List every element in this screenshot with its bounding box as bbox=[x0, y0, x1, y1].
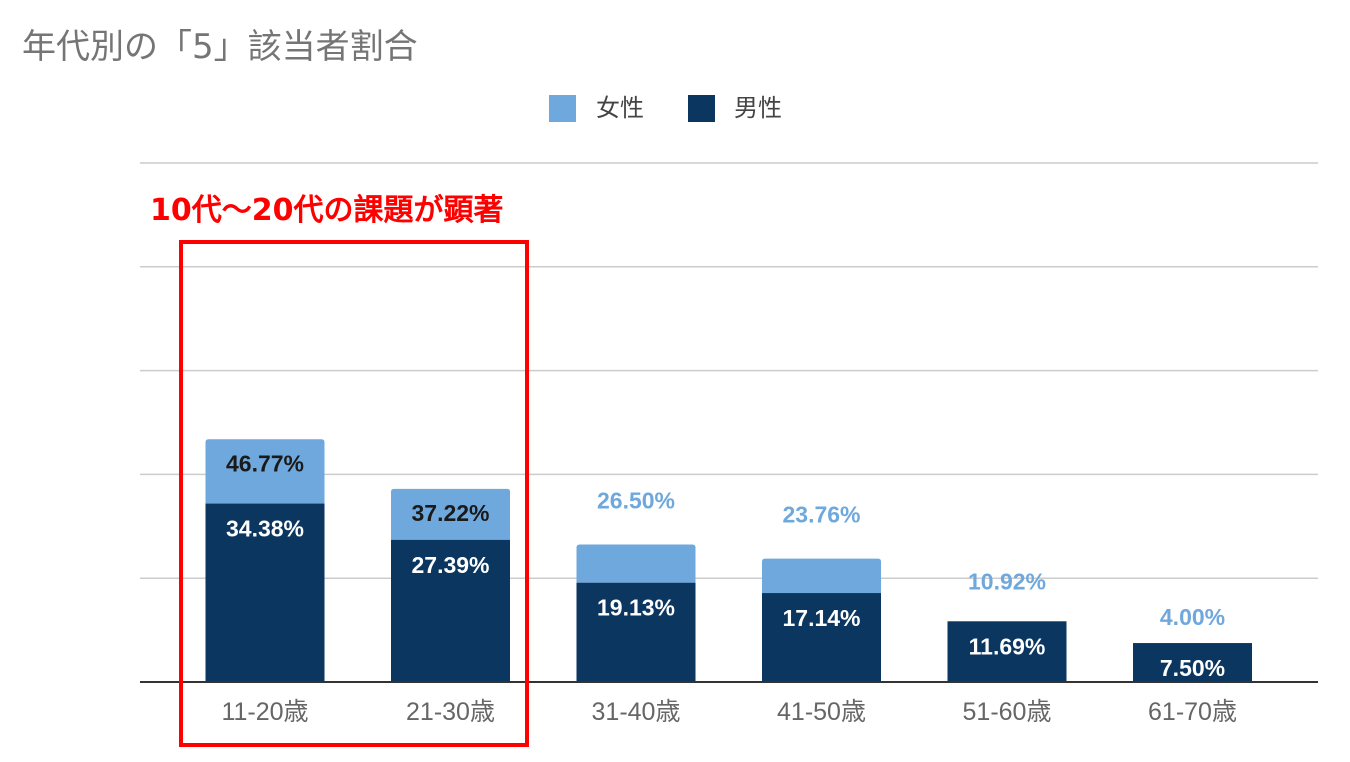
legend-swatch-female bbox=[549, 95, 576, 122]
data-label-male: 34.38% bbox=[226, 516, 304, 542]
data-label-male: 11.69% bbox=[969, 633, 1046, 659]
data-label-female: 46.77% bbox=[226, 450, 304, 476]
data-label-male: 7.50% bbox=[1160, 655, 1225, 681]
bar-male bbox=[576, 582, 696, 682]
data-label-female: 10.92% bbox=[968, 568, 1046, 594]
bars bbox=[205, 439, 1252, 682]
x-tick-label: 21-30歳 bbox=[406, 698, 495, 726]
data-label-male: 17.14% bbox=[782, 605, 860, 631]
data-label-female: 4.00% bbox=[1160, 604, 1225, 630]
x-tick-label: 61-70歳 bbox=[1148, 698, 1237, 726]
chart-title: 年代別の「5」該当者割合 bbox=[22, 27, 418, 67]
bar-male bbox=[947, 621, 1067, 682]
legend-swatch-male bbox=[688, 95, 715, 122]
data-label-female: 37.22% bbox=[411, 500, 489, 526]
x-tick-label: 11-20歳 bbox=[221, 698, 308, 726]
data-label-male: 27.39% bbox=[411, 552, 489, 578]
bar-female bbox=[762, 558, 881, 594]
legend-label-male: 男性 bbox=[734, 94, 782, 122]
x-tick-label: 31-40歳 bbox=[592, 698, 681, 726]
bar-male bbox=[762, 593, 881, 682]
highlight-box bbox=[179, 240, 529, 747]
bar-male bbox=[1133, 643, 1252, 682]
legend: 女性 男性 bbox=[549, 94, 782, 122]
highlight-annotation: 10代〜20代の課題が顕著 bbox=[150, 193, 504, 228]
bar-female bbox=[391, 488, 510, 540]
gridlines bbox=[140, 162, 1318, 579]
data-label-female: 26.50% bbox=[597, 487, 675, 513]
bar-male bbox=[205, 503, 325, 682]
bar-female bbox=[205, 439, 325, 504]
data-label-female: 23.76% bbox=[782, 502, 860, 528]
x-tick-label: 41-50歳 bbox=[777, 698, 866, 726]
x-tick-label: 51-60歳 bbox=[963, 698, 1052, 726]
bar-female bbox=[576, 544, 696, 583]
x-axis-ticks: 11-20歳 21-30歳 31-40歳 41-50歳 51-60歳 61-70歳 bbox=[221, 698, 1237, 726]
data-label-male: 19.13% bbox=[597, 595, 675, 621]
data-labels: 46.77% 34.38% 37.22% 27.39% 26.50% 19.13% 23.7… bbox=[226, 450, 1225, 681]
legend-label-female: 女性 bbox=[596, 94, 644, 122]
bar-male bbox=[391, 539, 510, 682]
